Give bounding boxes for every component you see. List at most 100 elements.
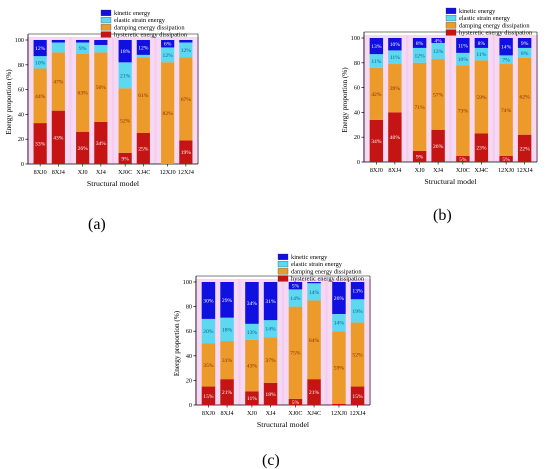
bar-segment-elastic-strain-energy [431, 42, 445, 60]
data-label: 43% [53, 135, 64, 141]
bar-segment-damping-energy-dissipation [76, 53, 90, 132]
data-label: 18% [222, 327, 233, 333]
bar-segment-hysteretic-energy-dissipation [499, 155, 513, 162]
x-tick-label: 12XJ0 [331, 410, 347, 417]
bar-segment-hysteretic-energy-dissipation [33, 123, 47, 164]
legend-label-damping-energy-dissipation: damping energy dissipation [114, 24, 185, 31]
bar-segment-damping-energy-dissipation [517, 57, 532, 135]
legend-swatch-hysteretic-energy-dissipation [277, 275, 289, 282]
bar-segment-damping-energy-dissipation [33, 68, 47, 124]
data-label: 18% [265, 392, 276, 398]
y-axis-label: Energy proportion (%) [341, 67, 349, 133]
legend-label-damping-energy-dissipation: damping energy dissipation [291, 268, 362, 275]
bar-segment-hysteretic-energy-dissipation [369, 119, 384, 162]
chart-panel-a: 0 20 40 60 80 100 Energy proportion (%) Structu… [5, 9, 200, 188]
x-axis-label: Structural model [257, 420, 310, 429]
data-label: 14% [501, 45, 512, 51]
bar-segment-elastic-strain-energy [307, 283, 321, 301]
data-label: 33% [35, 142, 46, 148]
data-label: 19% [352, 309, 363, 315]
bar-segment-kinetic-energy [76, 40, 90, 43]
bar-segment-hysteretic-energy-dissipation [332, 403, 346, 405]
bar-segment-damping-energy-dissipation [263, 337, 278, 383]
x-tick-label: 12XJ4 [178, 169, 194, 176]
bar-segment-kinetic-energy [350, 282, 365, 300]
y-tick-label: 60 [186, 328, 192, 335]
legend-label-kinetic-energy: kinetic energy [114, 10, 151, 17]
legend-swatch-hysteretic-energy-dissipation [445, 29, 457, 36]
bar-segment-kinetic-energy [220, 282, 234, 318]
data-label: 9% [416, 154, 424, 160]
bar-segment-damping-energy-dissipation [474, 60, 489, 134]
y-axis-label: Energy proportion (%) [5, 69, 13, 135]
data-label: 18% [120, 49, 131, 55]
data-label: 11% [458, 43, 468, 49]
data-label: 10% [35, 60, 46, 66]
bar-segment-elastic-strain-energy [51, 42, 65, 53]
data-label: 59% [476, 95, 487, 101]
data-label: 9% [521, 41, 529, 47]
x-tick-label: XJ4C [307, 410, 321, 417]
x-tick-label: XJ0 [415, 167, 425, 174]
bar-segment-damping-energy-dissipation [388, 64, 402, 113]
bar-segment-damping-energy-dissipation [499, 64, 513, 156]
data-label: 34% [96, 141, 107, 147]
data-label: 5% [292, 284, 300, 290]
data-label: 31% [222, 358, 233, 364]
data-label: 15% [352, 394, 363, 400]
bar-segment-kinetic-energy [431, 38, 445, 43]
y-tick-label: 20 [186, 377, 192, 384]
data-label: 5% [502, 157, 510, 163]
y-tick-label: 20 [18, 136, 24, 143]
legend-swatch-damping-energy-dissipation [277, 268, 289, 275]
bar-segment-damping-energy-dissipation [220, 341, 234, 380]
bar-segment-hysteretic-energy-dissipation [412, 150, 427, 162]
bar-segment-elastic-strain-energy [76, 42, 90, 54]
data-label: 21% [222, 390, 233, 396]
data-label: 21% [120, 73, 131, 79]
bar-segment-damping-energy-dissipation [332, 331, 346, 404]
data-label: 13% [247, 330, 258, 336]
bar-segment-elastic-strain-energy [220, 317, 234, 342]
x-tick-label: XJ0 [78, 169, 88, 176]
data-label: 26% [78, 146, 89, 152]
data-label: 9% [79, 46, 87, 52]
legend-swatch-kinetic-energy [445, 7, 457, 14]
data-label: 37% [265, 358, 276, 364]
legend-label-elastic-strain-energy: elastic strain energy [459, 15, 511, 22]
bar-segment-damping-energy-dissipation [350, 322, 365, 387]
x-tick-label: 12XJ0 [160, 169, 176, 176]
data-label: 8% [416, 41, 424, 47]
bar-segment-hysteretic-energy-dissipation [220, 379, 234, 405]
data-label: 7% [502, 58, 510, 64]
data-label: 20% [203, 329, 214, 335]
bar-segment-damping-energy-dissipation [201, 343, 216, 387]
data-label: 34% [371, 139, 382, 145]
bar-segment-hysteretic-energy-dissipation [474, 133, 489, 162]
legend-label-hysteretic-energy-dissipation: hysteretic energy dissipation [291, 276, 365, 283]
data-label: 43% [247, 364, 258, 370]
bar-segment-elastic-strain-energy [201, 318, 216, 344]
data-label: 14% [309, 290, 320, 296]
x-axis-label: Structural model [424, 177, 477, 186]
bar-segment-kinetic-energy [499, 38, 513, 56]
bar-segment-kinetic-energy [118, 40, 132, 63]
bar-segment-elastic-strain-energy [94, 44, 108, 53]
legend-label-kinetic-energy: kinetic energy [459, 8, 496, 15]
x-axis-label: Structural model [87, 179, 140, 188]
data-label: 14% [334, 321, 345, 327]
x-tick-label: XJ4C [136, 169, 150, 176]
bar-segment-damping-energy-dissipation [288, 306, 303, 399]
x-tick-label: XJ4 [433, 167, 443, 174]
data-label: 44% [35, 94, 46, 100]
data-label: 12% [35, 46, 46, 52]
y-tick-label: 40 [354, 109, 360, 116]
y-axis-label: Energy proportion (%) [173, 310, 181, 376]
legend-label-elastic-strain-energy: elastic strain energy [291, 261, 343, 268]
legend-label-elastic-strain-energy: elastic strain energy [114, 17, 166, 24]
x-tick-label: 8XJ0 [370, 167, 383, 174]
bar-segment-kinetic-energy [517, 38, 532, 48]
data-label: 75% [290, 351, 301, 357]
bar-segment-elastic-strain-energy [474, 47, 489, 61]
data-label: 10% [458, 57, 469, 63]
